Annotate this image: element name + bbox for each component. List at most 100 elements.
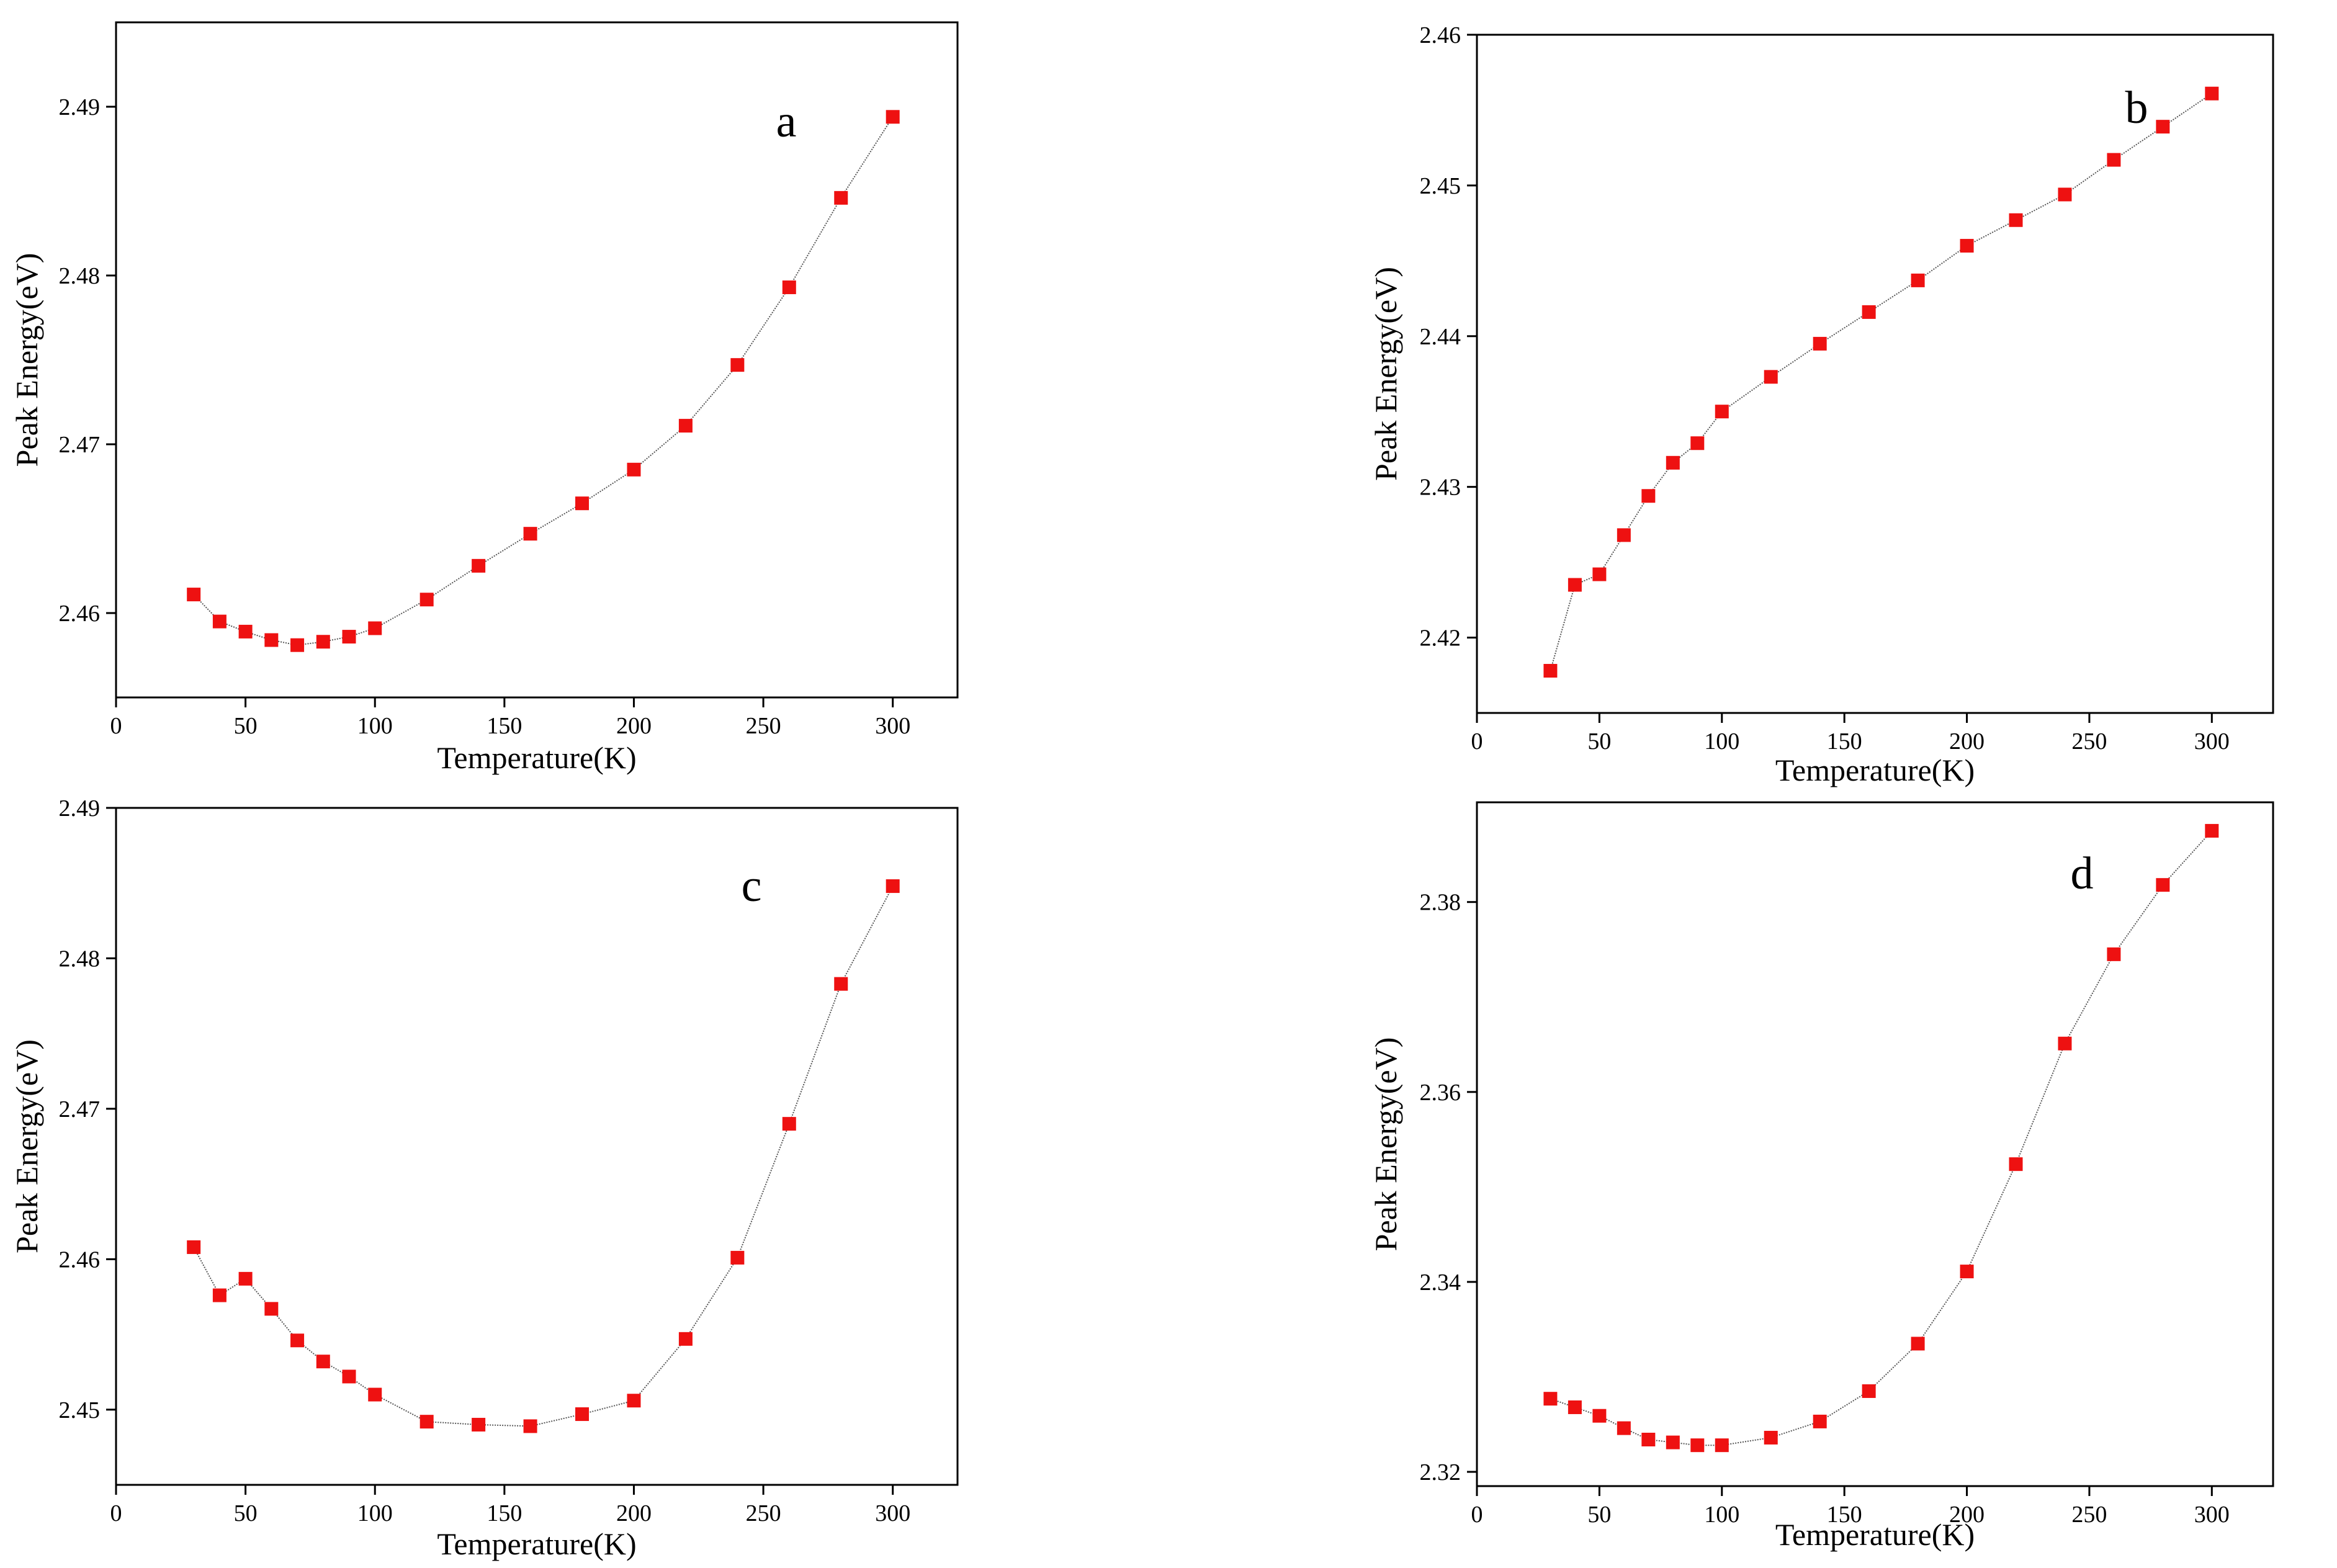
y-tick-label-b-3: 2.45: [1420, 173, 1461, 199]
x-tick-label-a-4: 200: [616, 713, 652, 739]
x-tick-label-d-0: 0: [1471, 1502, 1483, 1528]
data-point-a-14: [730, 358, 745, 372]
x-tick-label-b-0: 0: [1471, 728, 1483, 755]
series-line-a: [193, 116, 894, 646]
x-tick-label-d-3: 150: [1827, 1502, 1862, 1528]
x-tick-label-c-5: 250: [746, 1500, 781, 1526]
data-point-d-8: [1764, 1430, 1778, 1445]
plot-frame-c: [115, 807, 959, 1486]
data-point-c-16: [834, 977, 848, 991]
x-tick-label-d-1: 50: [1587, 1502, 1611, 1528]
data-point-c-14: [730, 1250, 745, 1265]
x-axis-title-d: Temperature(K): [1775, 1517, 1975, 1552]
series-line-d: [1550, 830, 2213, 1446]
data-point-b-1: [1568, 578, 1582, 592]
data-point-d-12: [1960, 1265, 1974, 1279]
data-point-a-15: [782, 280, 796, 295]
y-axis-title-a: Peak Energy(eV): [9, 253, 44, 467]
x-tick-label-d-2: 100: [1704, 1502, 1739, 1528]
data-point-d-4: [1641, 1433, 1656, 1447]
x-tick-label-a-6: 300: [875, 713, 910, 739]
y-tick-label-c-1: 2.46: [59, 1247, 101, 1273]
data-point-c-3: [264, 1302, 279, 1316]
data-point-a-13: [678, 419, 693, 433]
plot-frame-d: [1476, 801, 2274, 1487]
data-point-b-8: [1764, 370, 1778, 384]
data-point-d-17: [2205, 823, 2219, 838]
x-tick-label-b-3: 150: [1827, 728, 1862, 755]
y-tick-label-d-3: 2.38: [1420, 890, 1461, 916]
data-point-a-8: [419, 593, 434, 607]
data-point-a-9: [472, 558, 486, 573]
data-point-c-4: [290, 1333, 305, 1348]
data-point-b-3: [1617, 528, 1631, 542]
data-point-d-10: [1862, 1384, 1876, 1398]
x-tick-label-d-5: 250: [2071, 1502, 2107, 1528]
data-point-b-15: [2107, 153, 2121, 167]
y-tick-label-b-2: 2.44: [1420, 324, 1461, 350]
panel-label-c: c: [742, 861, 762, 912]
data-point-d-3: [1617, 1421, 1631, 1435]
data-point-a-3: [264, 633, 279, 647]
panel-label-b: b: [2125, 83, 2148, 133]
panel-d: 0 50 100 150 200 250 300 2.32 2.34 2.36 2.38 Temper…: [1368, 801, 2274, 1552]
plot-frame-b: [1476, 34, 2274, 714]
data-point-a-16: [834, 190, 848, 205]
data-point-c-7: [368, 1387, 382, 1402]
series-line-c: [193, 885, 894, 1427]
data-point-c-0: [187, 1240, 201, 1254]
x-tick-label-c-3: 150: [487, 1500, 522, 1526]
data-point-a-6: [342, 630, 356, 644]
data-point-a-12: [627, 462, 641, 477]
x-tick-label-b-6: 300: [2194, 728, 2230, 755]
data-point-d-15: [2107, 947, 2121, 961]
x-tick-label-d-6: 300: [2194, 1502, 2230, 1528]
panel-label-d: d: [2071, 848, 2094, 899]
y-tick-label-c-4: 2.49: [59, 795, 101, 822]
x-tick-label-d-4: 200: [1949, 1502, 1985, 1528]
x-tick-label-b-5: 250: [2071, 728, 2107, 755]
data-point-b-17: [2205, 86, 2219, 101]
y-tick-label-d-0: 2.32: [1420, 1459, 1461, 1485]
x-tick-label-a-5: 250: [746, 713, 781, 739]
data-point-b-16: [2156, 120, 2170, 134]
y-tick-label-a-3: 2.49: [59, 94, 101, 120]
data-point-b-2: [1592, 567, 1607, 581]
y-tick-label-a-0: 2.46: [59, 601, 101, 627]
data-point-a-10: [523, 527, 537, 541]
y-tick-label-a-2: 2.48: [59, 263, 101, 289]
data-point-d-2: [1592, 1409, 1607, 1423]
data-point-d-1: [1568, 1400, 1582, 1414]
data-point-a-5: [316, 635, 330, 649]
data-point-c-5: [316, 1355, 330, 1369]
data-point-c-10: [523, 1419, 537, 1433]
x-tick-label-c-6: 300: [875, 1500, 910, 1526]
data-point-b-0: [1543, 663, 1558, 678]
y-axis-title-d: Peak Energy(eV): [1368, 1037, 1403, 1252]
panel-b: 0 50 100 150 200 250 300 2.42 2.43 2.44 2.45 2.46 Te…: [1368, 22, 2274, 787]
data-point-d-6: [1690, 1438, 1705, 1453]
x-tick-label-b-1: 50: [1587, 728, 1611, 755]
y-tick-label-c-3: 2.48: [59, 946, 101, 972]
y-tick-label-c-0: 2.45: [59, 1397, 101, 1423]
data-point-b-10: [1862, 305, 1876, 319]
y-tick-label-c-2: 2.47: [59, 1096, 101, 1122]
x-tick-label-c-2: 100: [357, 1500, 393, 1526]
data-point-b-7: [1715, 405, 1729, 419]
y-axis-title-b: Peak Energy(eV): [1368, 267, 1403, 481]
data-point-b-5: [1666, 455, 1680, 470]
x-tick-label-c-1: 50: [234, 1500, 258, 1526]
data-point-c-8: [419, 1415, 434, 1429]
x-axis-title-b: Temperature(K): [1775, 753, 1975, 787]
y-tick-label-d-2: 2.36: [1420, 1080, 1461, 1106]
x-axis-title-c: Temperature(K): [437, 1526, 636, 1561]
y-tick-label-a-1: 2.47: [59, 432, 101, 458]
panel-c: 0 50 100 150 200 250 300 2.45 2.46 2.47 2.48 2.49 Te…: [9, 795, 959, 1561]
data-point-c-6: [342, 1369, 356, 1384]
data-point-d-7: [1715, 1438, 1729, 1453]
data-point-b-12: [1960, 239, 1974, 253]
panel-label-a: a: [776, 96, 797, 147]
x-tick-label-b-4: 200: [1949, 728, 1985, 755]
data-point-b-6: [1690, 436, 1705, 450]
